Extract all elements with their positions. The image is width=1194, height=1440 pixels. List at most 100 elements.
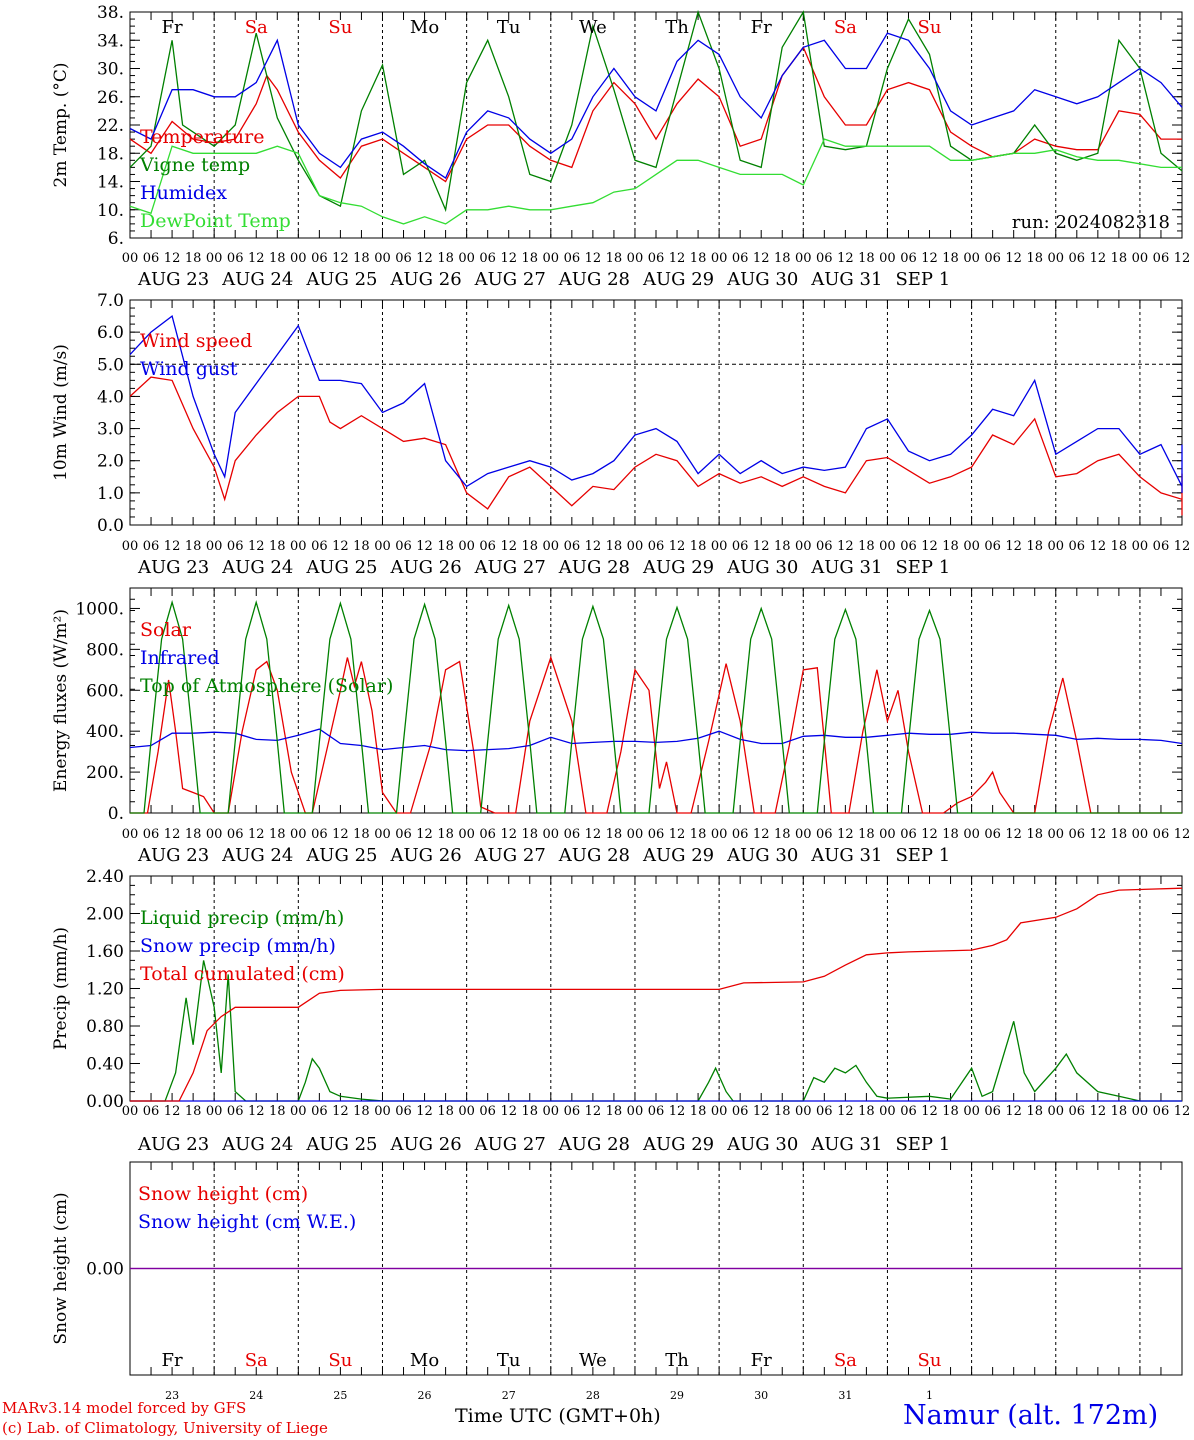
hour-label: 06 (311, 827, 328, 842)
hour-label: 00 (963, 539, 980, 554)
hour-label: 06 (564, 827, 581, 842)
hour-label: 00 (963, 827, 980, 842)
date-label: AUG 30 (726, 845, 798, 866)
hour-label: 18 (774, 539, 791, 554)
date-label: AUG 29 (642, 845, 714, 866)
hour-label: 18 (437, 827, 454, 842)
y-tick-label: 14. (97, 173, 124, 193)
hour-label: 18 (185, 1104, 202, 1119)
hour-label: 12 (416, 539, 433, 554)
hour-label: 12 (921, 827, 938, 842)
hour-label: 12 (753, 251, 770, 266)
hour-label: 00 (711, 539, 728, 554)
hour-label: 12 (164, 539, 181, 554)
y-tick-label: 0.40 (86, 1055, 124, 1075)
hour-label: 00 (290, 251, 307, 266)
hour-label: 18 (1026, 1104, 1043, 1119)
weekday-label-bottom: Fr (751, 1350, 772, 1371)
hour-label: 18 (269, 1104, 286, 1119)
date-label: AUG 27 (474, 1134, 546, 1155)
hour-label: 18 (606, 251, 623, 266)
date-label: AUG 24 (221, 269, 293, 290)
y-tick-label: 2.40 (86, 867, 124, 887)
series-line-temperature (129, 46, 1182, 183)
hour-label: 18 (185, 539, 202, 554)
hour-label: 00 (290, 539, 307, 554)
y-tick-label: 38. (97, 3, 124, 23)
hour-label: 18 (1026, 539, 1043, 554)
y-tick-label: 3.0 (97, 420, 124, 440)
hour-label: 18 (690, 1104, 707, 1119)
y-tick-label: 30. (97, 60, 124, 80)
hour-label: 18 (437, 539, 454, 554)
date-label: AUG 26 (389, 845, 461, 866)
hour-label: 00 (1047, 539, 1064, 554)
y-tick-label: 0.0 (97, 516, 124, 536)
legend-entry: Snow height (cm W.E.) (138, 1211, 356, 1233)
weekday-label-bottom: We (579, 1350, 607, 1371)
y-tick-label: 5.0 (97, 355, 124, 375)
date-label: AUG 23 (137, 1134, 209, 1155)
hour-label: 06 (395, 539, 412, 554)
hour-label: 18 (774, 251, 791, 266)
hour-label: 18 (606, 827, 623, 842)
hour-label: 12 (585, 1104, 602, 1119)
hour-label: 18 (521, 827, 538, 842)
y-tick-label: 6.0 (97, 323, 124, 343)
hour-label: 18 (942, 251, 959, 266)
legend-entry: Wind gust (140, 358, 238, 380)
hour-label: 18 (1111, 539, 1128, 554)
hour-label: 00 (374, 251, 391, 266)
hour-label: 00 (711, 251, 728, 266)
hour-label: 06 (311, 539, 328, 554)
hour-label: 06 (479, 539, 496, 554)
hour-label: 18 (858, 539, 875, 554)
hour-label: 12 (164, 827, 181, 842)
credit-line-1: MARv3.14 model forced by GFS (2, 1399, 247, 1417)
hour-label: 06 (984, 251, 1001, 266)
hour-label: 00 (374, 539, 391, 554)
hour-label: 18 (690, 251, 707, 266)
date-label: AUG 30 (726, 1134, 798, 1155)
hour-label: 12 (753, 1104, 770, 1119)
hour-label: 12 (332, 539, 349, 554)
series-line-wind-speed (129, 376, 1183, 516)
weekday-label-top: Sa (834, 17, 857, 38)
date-label: AUG 31 (810, 557, 882, 578)
hour-label: 00 (206, 251, 223, 266)
hour-label: 18 (185, 827, 202, 842)
hour-label: 12 (416, 251, 433, 266)
hour-label: 18 (690, 539, 707, 554)
hour-label: 06 (479, 251, 496, 266)
y-tick-label: 2.0 (97, 452, 124, 472)
legend-entry: Snow precip (mm/h) (140, 935, 336, 957)
date-label: AUG 24 (221, 557, 293, 578)
hour-label: 00 (543, 539, 560, 554)
hour-label: 12 (248, 539, 265, 554)
legend-entry: Solar (140, 619, 192, 641)
hour-label: 00 (543, 827, 560, 842)
date-label: AUG 28 (558, 557, 630, 578)
y-tick-label: 400. (86, 722, 124, 742)
hour-label: 18 (437, 251, 454, 266)
hour-label: 00 (374, 827, 391, 842)
hour-label: 12 (1005, 539, 1022, 554)
hour-label: 00 (206, 827, 223, 842)
hour-label: 06 (900, 251, 917, 266)
hour-label: 06 (648, 539, 665, 554)
hour-label: 00 (795, 251, 812, 266)
hour-label: 00 (1047, 1104, 1064, 1119)
hour-label: 06 (479, 827, 496, 842)
weekday-label-bottom: Fr (162, 1350, 183, 1371)
date-label: AUG 28 (558, 845, 630, 866)
y-tick-label: 22. (97, 116, 124, 136)
legend-entry: Total cumulated (cm) (140, 963, 345, 985)
hour-label: 18 (942, 539, 959, 554)
weekday-label-top: Su (918, 17, 942, 38)
hour-label: 06 (143, 827, 160, 842)
legend-entry: Liquid precip (mm/h) (140, 907, 344, 929)
hour-label: 12 (921, 251, 938, 266)
hour-label: 00 (627, 539, 644, 554)
hour-label: 06 (227, 539, 244, 554)
hour-label: 06 (227, 827, 244, 842)
